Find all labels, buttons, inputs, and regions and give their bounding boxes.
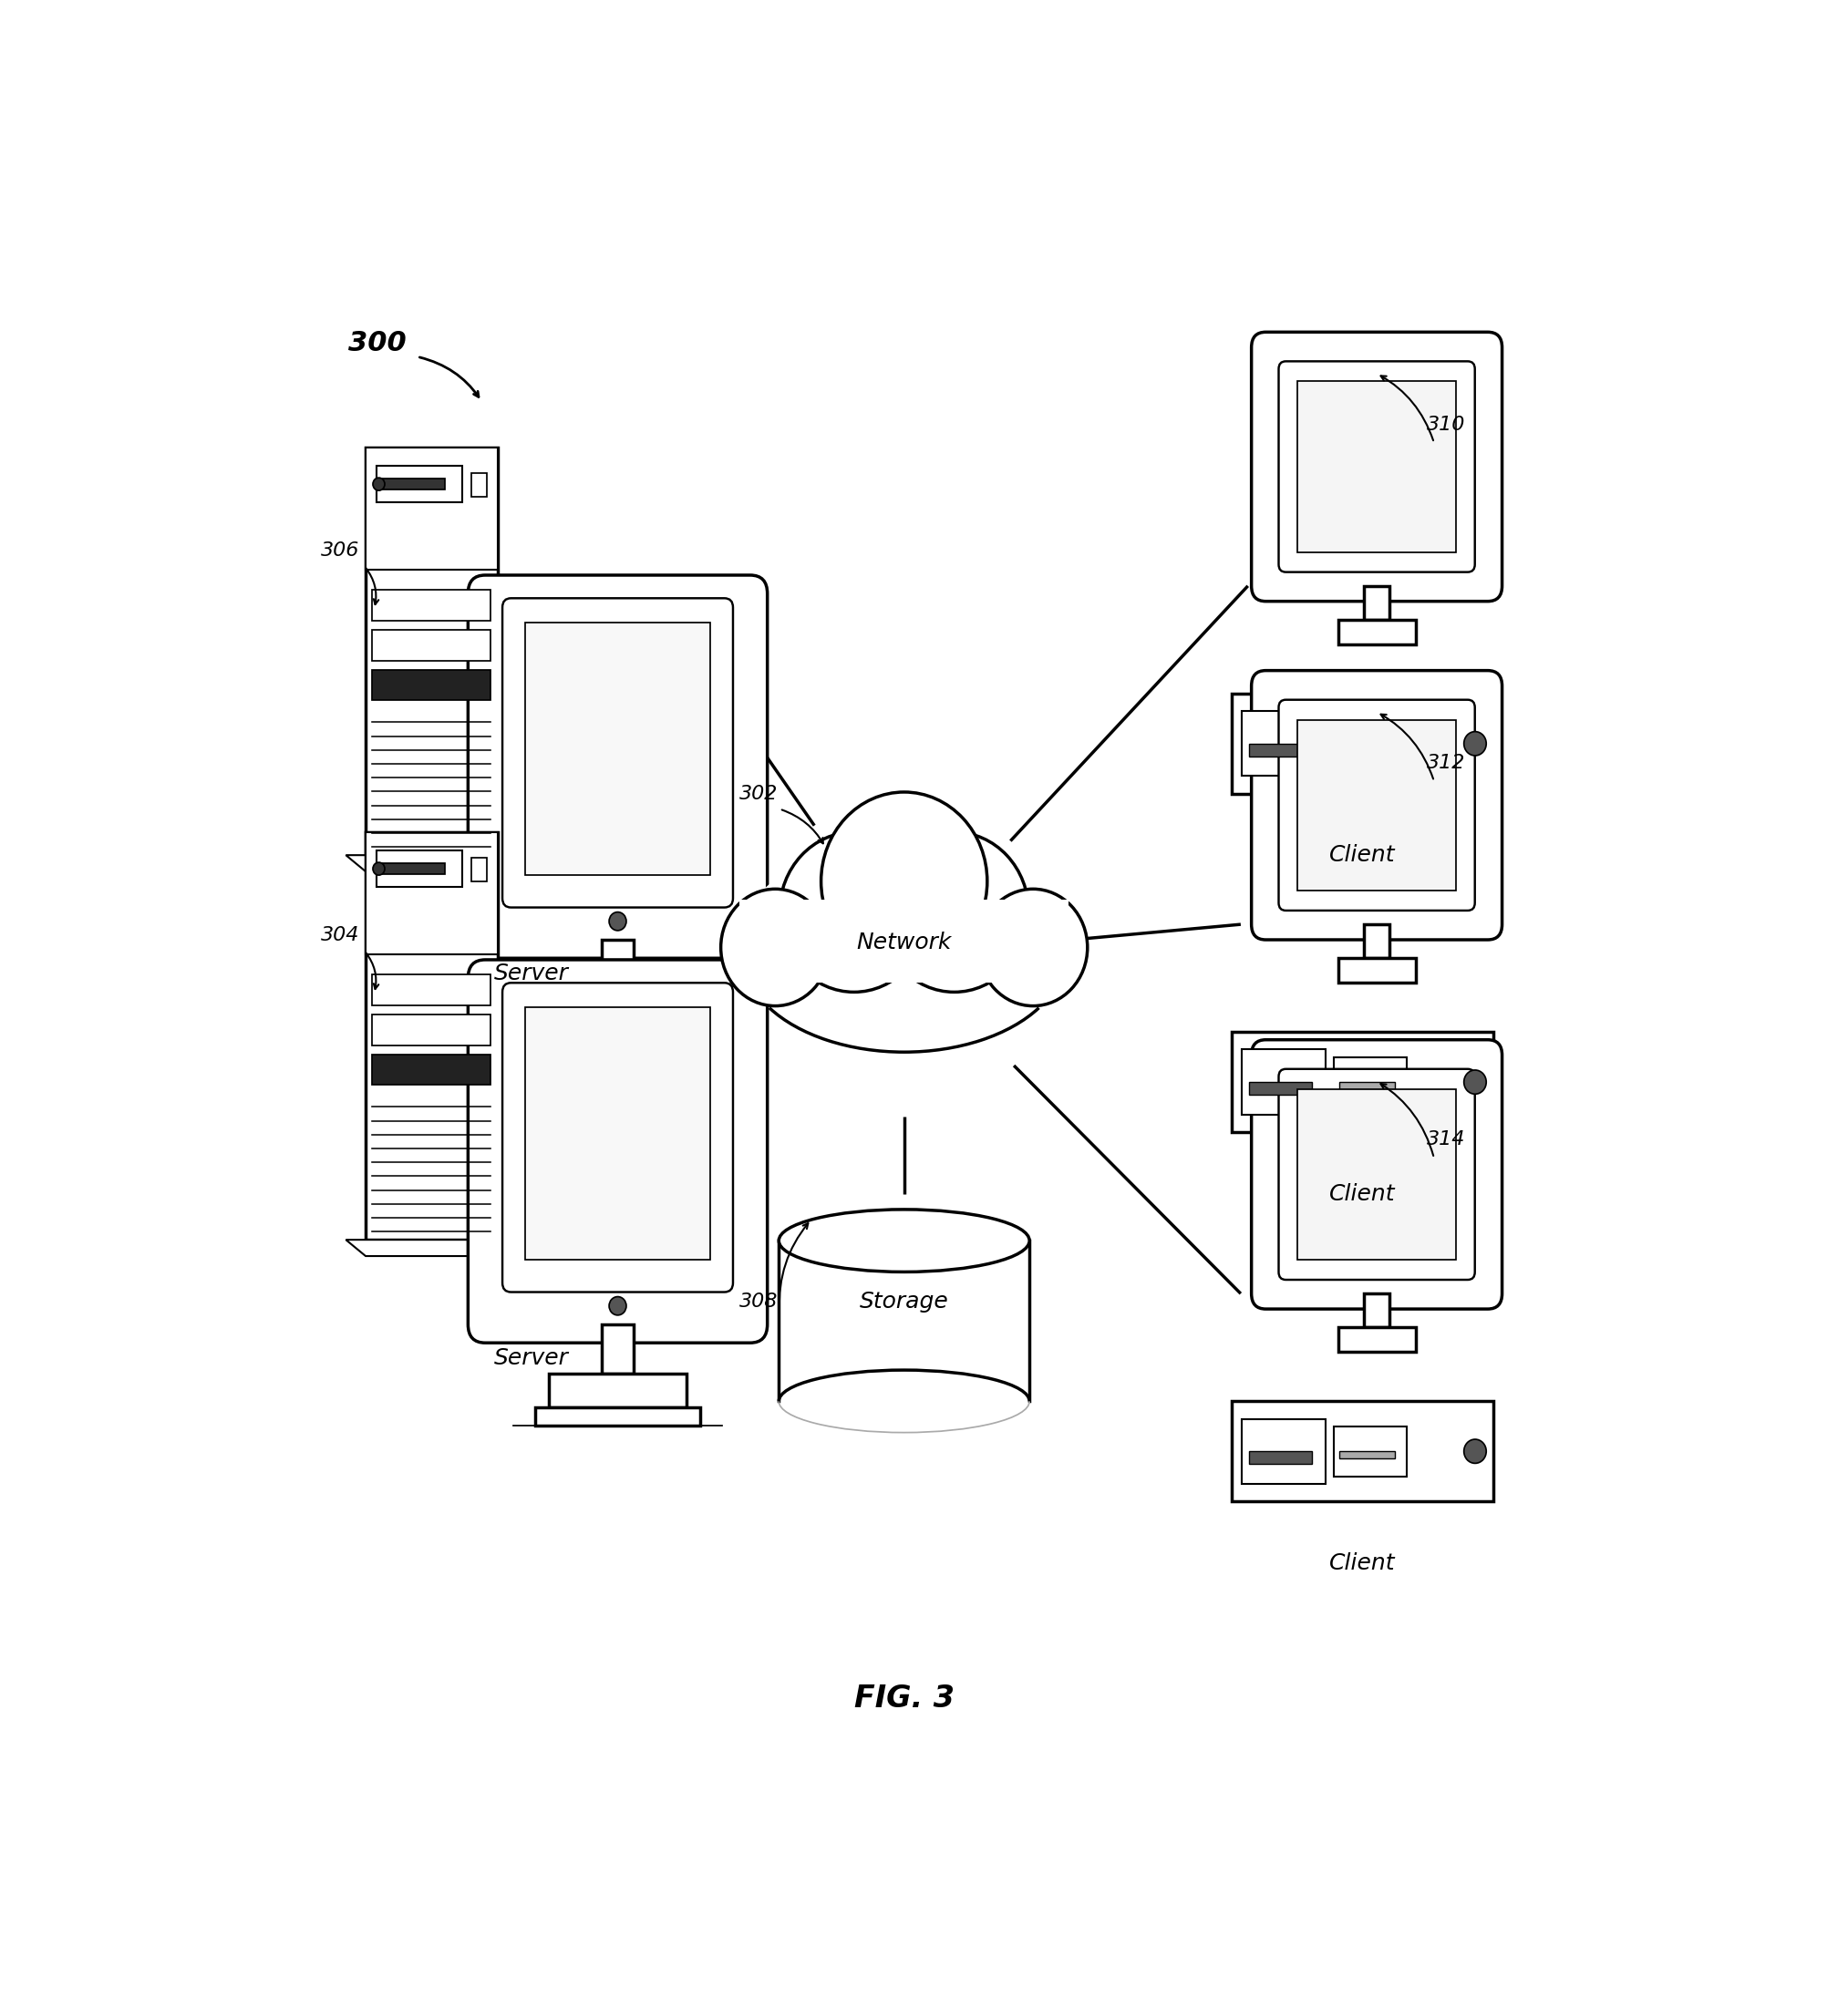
Circle shape (880, 831, 1029, 993)
Bar (371, 669, 492, 699)
FancyBboxPatch shape (503, 983, 734, 1293)
Text: 306: 306 (322, 541, 360, 559)
Bar (602, 1325, 634, 1373)
Bar (1231, 1401, 1493, 1500)
Text: 312: 312 (1427, 753, 1465, 771)
Bar (1364, 585, 1390, 619)
Circle shape (610, 1297, 626, 1315)
Bar (1340, 1451, 1395, 1459)
Circle shape (373, 863, 384, 875)
Bar (1249, 743, 1312, 757)
Bar (1297, 1089, 1456, 1261)
Text: 304: 304 (322, 925, 360, 945)
Circle shape (821, 791, 987, 971)
FancyBboxPatch shape (1251, 332, 1502, 601)
FancyBboxPatch shape (1251, 1039, 1502, 1309)
Circle shape (1464, 1439, 1486, 1463)
Circle shape (373, 478, 384, 492)
Bar (366, 831, 497, 1239)
Circle shape (780, 831, 928, 993)
FancyBboxPatch shape (1279, 699, 1475, 911)
Bar (381, 480, 445, 490)
FancyBboxPatch shape (468, 959, 767, 1343)
Text: Storage: Storage (859, 1291, 948, 1313)
Bar (525, 1007, 710, 1261)
FancyBboxPatch shape (1251, 671, 1502, 939)
Circle shape (721, 889, 830, 1005)
Text: 300: 300 (349, 330, 407, 356)
Bar (778, 1241, 1029, 1401)
Bar (525, 623, 710, 875)
Bar (1340, 743, 1395, 751)
Bar (1249, 1451, 1312, 1465)
Bar (1231, 693, 1493, 793)
Circle shape (610, 911, 626, 931)
Bar (377, 851, 462, 887)
Bar (1297, 382, 1456, 551)
FancyBboxPatch shape (468, 575, 767, 959)
Bar (1334, 1427, 1406, 1477)
Bar (381, 863, 445, 875)
Bar (549, 989, 687, 1023)
Bar (471, 857, 486, 881)
Bar (371, 589, 492, 621)
Ellipse shape (739, 843, 1068, 1037)
Bar (1364, 1293, 1390, 1327)
Text: 308: 308 (739, 1293, 778, 1311)
Bar (1242, 1049, 1325, 1115)
FancyBboxPatch shape (1279, 1069, 1475, 1281)
Bar (1338, 1327, 1416, 1353)
Bar (1297, 719, 1456, 891)
Text: FIG. 3: FIG. 3 (854, 1682, 954, 1712)
Polygon shape (346, 1239, 517, 1257)
Bar (1242, 711, 1325, 775)
FancyBboxPatch shape (1279, 362, 1475, 571)
Bar (536, 1023, 700, 1041)
Bar (1334, 1057, 1406, 1107)
Polygon shape (346, 855, 517, 871)
Circle shape (1464, 731, 1486, 755)
Text: Server: Server (495, 1347, 569, 1369)
Bar (1340, 1083, 1395, 1089)
FancyBboxPatch shape (503, 597, 734, 907)
Ellipse shape (778, 1209, 1029, 1273)
Bar (1249, 1083, 1312, 1095)
Bar (471, 474, 486, 498)
Bar (377, 466, 462, 501)
Bar (366, 448, 497, 855)
Bar (1242, 1419, 1325, 1485)
Bar (371, 975, 492, 1005)
Circle shape (979, 889, 1087, 1005)
Bar (536, 1407, 700, 1427)
Bar (371, 629, 492, 661)
Bar (549, 1373, 687, 1407)
Circle shape (1464, 1071, 1486, 1095)
Bar (371, 1055, 492, 1085)
Text: Client: Client (1329, 1552, 1395, 1574)
Text: 314: 314 (1427, 1131, 1465, 1149)
Text: Network: Network (857, 931, 952, 953)
Bar (366, 448, 497, 569)
Bar (371, 1015, 492, 1045)
Bar (1338, 619, 1416, 645)
Text: Client: Client (1329, 845, 1395, 867)
Text: 310: 310 (1427, 416, 1465, 434)
Bar (1364, 925, 1390, 959)
Bar (1338, 959, 1416, 983)
Bar (602, 939, 634, 989)
Text: Server: Server (495, 963, 569, 985)
Text: Client: Client (1329, 1183, 1395, 1205)
Text: 302: 302 (739, 785, 778, 803)
Bar (1231, 1033, 1493, 1133)
Bar (739, 899, 1068, 983)
Bar (366, 831, 497, 955)
Bar (1334, 719, 1406, 769)
